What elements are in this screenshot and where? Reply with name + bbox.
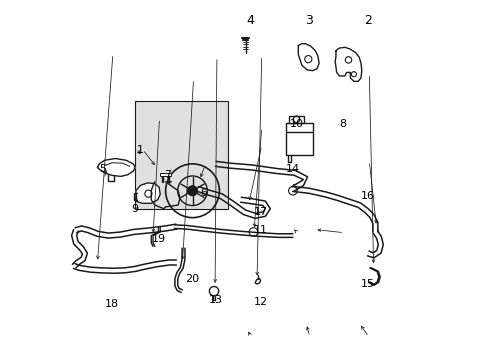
Polygon shape bbox=[298, 44, 319, 71]
Text: 8: 8 bbox=[339, 120, 346, 129]
Text: 14: 14 bbox=[285, 164, 299, 174]
Text: 1: 1 bbox=[137, 144, 143, 154]
Bar bbox=[135, 101, 228, 209]
Text: 13: 13 bbox=[208, 295, 223, 305]
Bar bbox=[160, 173, 171, 176]
Text: 20: 20 bbox=[185, 274, 199, 284]
Text: 7: 7 bbox=[163, 170, 171, 180]
Text: 10: 10 bbox=[289, 120, 303, 129]
Text: 16: 16 bbox=[361, 191, 374, 201]
Text: 15: 15 bbox=[361, 279, 374, 289]
Text: 9: 9 bbox=[131, 204, 139, 214]
Text: 12: 12 bbox=[253, 297, 267, 307]
Polygon shape bbox=[97, 158, 135, 176]
Text: 2: 2 bbox=[364, 14, 371, 27]
Text: 18: 18 bbox=[104, 299, 119, 309]
Text: 6: 6 bbox=[200, 188, 206, 198]
Text: 3: 3 bbox=[305, 14, 312, 27]
Polygon shape bbox=[335, 47, 361, 81]
Polygon shape bbox=[136, 183, 160, 203]
Text: 19: 19 bbox=[151, 234, 165, 244]
Bar bbox=[285, 123, 312, 155]
Text: 4: 4 bbox=[245, 14, 253, 27]
Text: 17: 17 bbox=[253, 207, 267, 217]
Text: 5: 5 bbox=[99, 164, 106, 174]
Circle shape bbox=[187, 186, 197, 195]
Text: 11: 11 bbox=[253, 225, 267, 235]
Bar bbox=[289, 116, 303, 123]
